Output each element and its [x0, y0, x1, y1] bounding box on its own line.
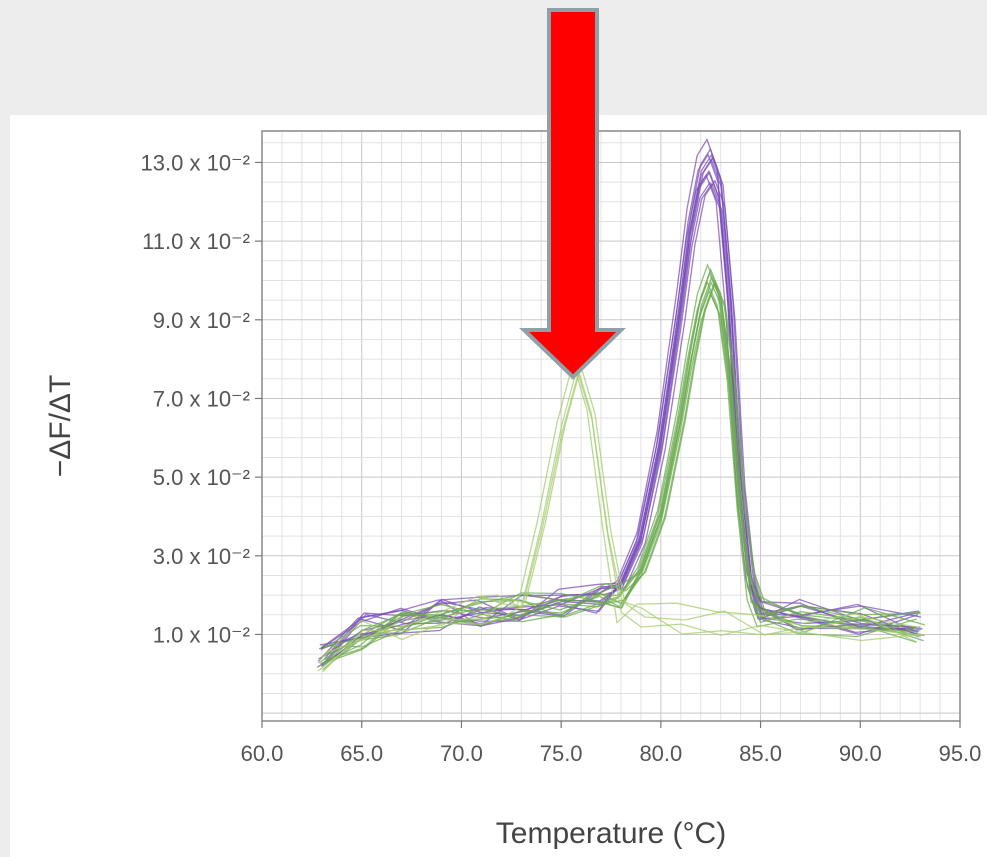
melt-curve-line	[321, 292, 921, 665]
axis-ticks: 60.0 65.0 70.0 75.0 80.0 85.0 90.0 95.0 1.0 x 10…	[141, 150, 982, 766]
x-tick-label: 85.0	[739, 741, 782, 766]
y-tick-label: 3.0 x 10⁻²	[153, 544, 250, 569]
x-tick-label: 75.0	[540, 741, 583, 766]
melt-curve-chart: 60.0 65.0 70.0 75.0 80.0 85.0 90.0 95.0 1.0 x 10…	[44, 130, 982, 850]
x-tick-label: 95.0	[939, 741, 982, 766]
melt-curve-line	[322, 371, 922, 673]
series-lines	[316, 137, 925, 673]
y-axis-title: −ΔF/ΔT	[44, 375, 77, 478]
melt-curve-line	[321, 364, 921, 658]
y-tick-label: 5.0 x 10⁻²	[153, 465, 250, 490]
plot-area-frame	[261, 130, 961, 722]
down-arrow-icon	[519, 8, 626, 380]
chart-panel: 60.0 65.0 70.0 75.0 80.0 85.0 90.0 95.0 1.0 x 10…	[10, 115, 987, 857]
melt-curve-line	[318, 280, 917, 660]
x-tick-label: 65.0	[340, 741, 383, 766]
x-tick-label: 60.0	[241, 741, 284, 766]
x-axis-title: Temperature (°C)	[496, 817, 726, 850]
y-tick-label: 1.0 x 10⁻²	[153, 622, 250, 647]
red-arrow-annotation	[519, 8, 626, 380]
melt-curve-line	[322, 182, 922, 657]
x-tick-label: 70.0	[440, 741, 483, 766]
melt-curve-line	[325, 281, 924, 661]
melt-curve-line	[326, 280, 925, 647]
x-tick-label: 80.0	[639, 741, 682, 766]
x-tick-label: 90.0	[839, 741, 882, 766]
y-tick-label: 11.0 x 10⁻²	[142, 229, 250, 254]
y-tick-label: 13.0 x 10⁻²	[141, 150, 250, 175]
melt-curve-line	[325, 364, 925, 654]
melt-curve-line	[317, 360, 917, 672]
y-tick-label: 9.0 x 10⁻²	[153, 308, 250, 333]
y-tick-label: 7.0 x 10⁻²	[153, 386, 250, 411]
